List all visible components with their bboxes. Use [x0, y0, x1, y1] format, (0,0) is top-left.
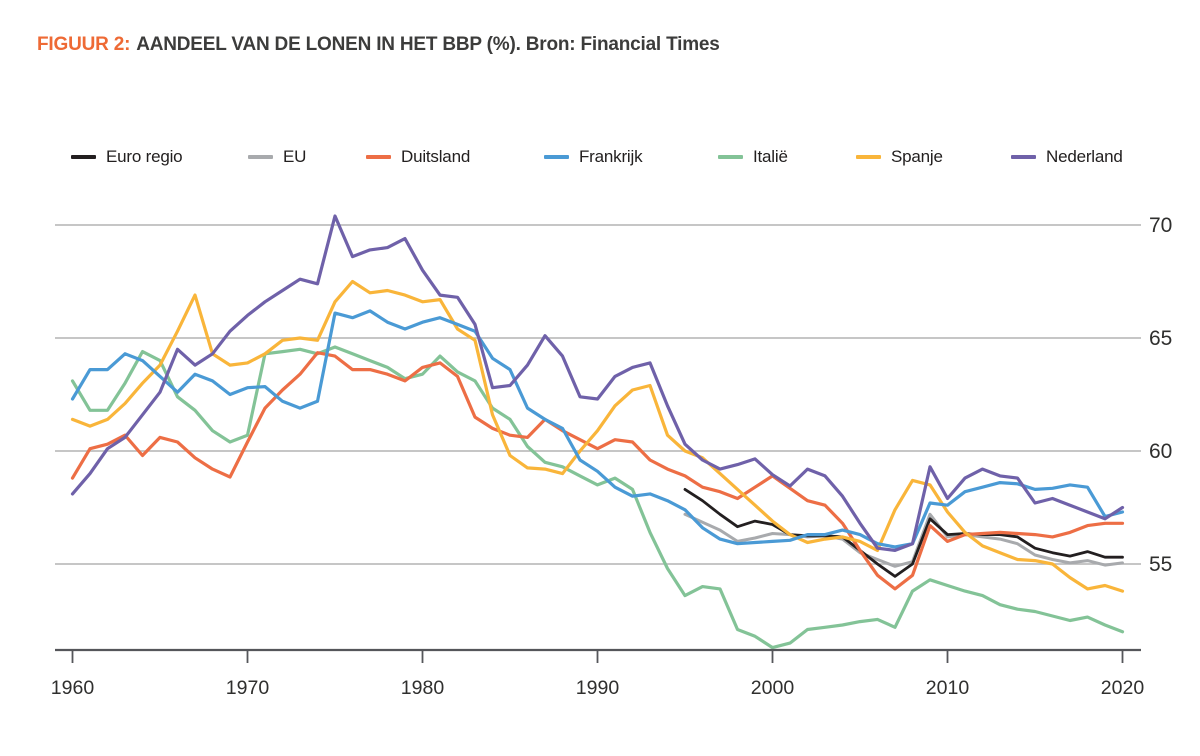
x-tick-label-1960: 1960 [51, 677, 95, 699]
y-tick-label-65: 65 [1149, 327, 1172, 350]
y-tick-label-55: 55 [1149, 553, 1172, 576]
legend-item-italie: Italië [718, 146, 788, 168]
legend-label-eu: EU [283, 147, 307, 166]
legend-swatch-frankrijk [544, 155, 569, 159]
y-tick-label-60: 60 [1149, 440, 1172, 463]
x-axis [55, 648, 1141, 663]
figure-title: FIGUUR 2: AANDEEL VAN DE LONEN IN HET BBP… [37, 34, 720, 56]
x-tick-label-1970: 1970 [226, 677, 270, 699]
x-tick-label-1980: 1980 [401, 677, 445, 699]
x-tick-label-2010: 2010 [926, 677, 970, 699]
legend-item-nederland: Nederland [1011, 146, 1123, 168]
legend-item-duitsland: Duitsland [366, 146, 470, 168]
x-tick-label-2020: 2020 [1101, 677, 1145, 699]
legend-swatch-nederland [1011, 155, 1036, 159]
legend-item-frankrijk: Frankrijk [544, 146, 643, 168]
x-tick-label-1990: 1990 [576, 677, 620, 699]
x-tick-label-2000: 2000 [751, 677, 795, 699]
y-axis-labels: 70 65 60 55 [1149, 214, 1172, 576]
legend-swatch-duitsland [366, 155, 391, 159]
legend-label-nederland: Nederland [1046, 147, 1123, 166]
legend-swatch-italie [718, 155, 743, 159]
legend-swatch-eu [248, 155, 273, 159]
gridlines [55, 224, 1141, 565]
legend-label-euro-regio: Euro regio [106, 147, 183, 166]
figure-title-text: AANDEEL VAN DE LONEN IN HET BBP (%). Bro… [136, 34, 720, 55]
legend-item-euro-regio: Euro regio [71, 146, 183, 168]
legend-label-duitsland: Duitsland [401, 147, 471, 166]
legend-swatch-euro-regio [71, 155, 96, 159]
legend-item-eu: EU [248, 146, 306, 168]
y-tick-label-70: 70 [1149, 214, 1172, 237]
legend-label-frankrijk: Frankrijk [579, 147, 643, 166]
legend-label-spanje: Spanje [891, 147, 943, 166]
legend-swatch-spanje [856, 155, 881, 159]
legend-item-spanje: Spanje [856, 146, 943, 168]
legend-label-italie: Italië [753, 147, 788, 166]
figure-number-label: FIGUUR 2: [37, 34, 131, 55]
x-axis-labels: 1960 1970 1980 1990 2000 2010 2020 [51, 677, 1145, 699]
series-lines [70, 214, 1125, 650]
